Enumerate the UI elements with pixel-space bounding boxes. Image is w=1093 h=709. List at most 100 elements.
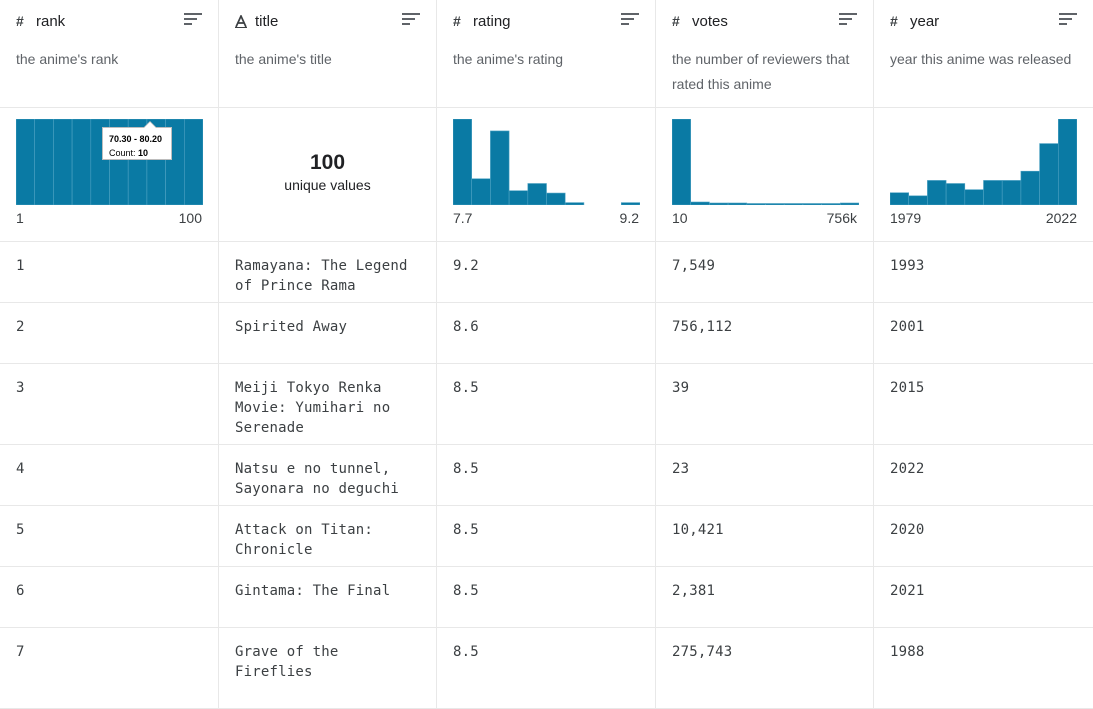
cell-rating: 8.5 (437, 506, 656, 567)
cell-year: 2022 (874, 445, 1093, 506)
summary-votes: 10 756k (656, 108, 874, 242)
histogram-bar[interactable] (890, 192, 910, 205)
tooltip-count-label: Count: (109, 148, 136, 158)
range-min: 10 (672, 210, 688, 226)
column-description: the number of reviewers that rated this … (672, 51, 850, 92)
hash-icon: # (672, 13, 680, 29)
sort-lines-icon[interactable] (839, 12, 857, 31)
histogram-bar[interactable] (821, 203, 841, 206)
cell-year: 2020 (874, 506, 1093, 567)
range-max: 756k (826, 210, 857, 226)
summary-year: 1979 2022 (874, 108, 1093, 242)
cell-title: Natsu e no tunnel, Sayonara no deguchi (219, 445, 437, 506)
histogram-bar[interactable] (527, 183, 547, 206)
cell-votes: 7,549 (656, 242, 874, 303)
column-header-votes: # votes the number of reviewers that rat… (656, 0, 874, 108)
year-histogram[interactable] (890, 119, 1077, 205)
histogram-bar[interactable] (927, 180, 947, 205)
histogram-bar[interactable] (964, 189, 984, 205)
histogram-bar[interactable] (1039, 143, 1059, 205)
histogram-bar[interactable] (490, 130, 510, 205)
histogram-bar[interactable] (71, 119, 92, 205)
histogram-bar[interactable] (690, 201, 710, 205)
histogram-bar[interactable] (508, 190, 529, 205)
cell-year: 2021 (874, 567, 1093, 628)
cell-votes: 10,421 (656, 506, 874, 567)
column-description: year this anime was released (890, 51, 1072, 67)
cell-votes: 756,112 (656, 303, 874, 364)
histogram-bar[interactable] (453, 119, 473, 205)
cell-year: 1993 (874, 242, 1093, 303)
cell-votes: 2,381 (656, 567, 874, 628)
hash-icon: # (890, 13, 898, 29)
histogram-bar[interactable] (546, 192, 566, 205)
histogram-bar[interactable] (727, 202, 748, 205)
histogram-bar[interactable] (1020, 170, 1040, 205)
cell-votes: 23 (656, 445, 874, 506)
histogram-bar[interactable] (983, 180, 1003, 205)
column-header-year: # year year this anime was released (874, 0, 1093, 108)
cell-title: Gintama: The Final (219, 567, 437, 628)
cell-rating: 8.5 (437, 567, 656, 628)
range-max: 9.2 (619, 210, 639, 226)
sort-lines-icon[interactable] (621, 12, 639, 31)
histogram-bar[interactable] (34, 119, 54, 205)
cell-rating: 9.2 (437, 242, 656, 303)
column-name: year (910, 12, 940, 30)
unique-label: unique values (284, 177, 371, 193)
sort-lines-icon[interactable] (184, 12, 202, 31)
histogram-bar[interactable] (621, 202, 640, 205)
histogram-bar[interactable] (16, 119, 36, 205)
cell-year: 1988 (874, 628, 1093, 709)
cell-rating: 8.5 (437, 364, 656, 445)
column-name: title (255, 12, 279, 30)
cell-title: Attack on Titan: Chronicle (219, 506, 437, 567)
histogram-bar[interactable] (783, 203, 804, 206)
range-min: 7.7 (453, 210, 473, 226)
range-min: 1 (16, 210, 24, 226)
histogram-bar[interactable] (1058, 119, 1077, 205)
histogram-bar[interactable] (709, 202, 729, 205)
range-min: 1979 (890, 210, 922, 226)
cell-rank: 7 (0, 628, 219, 709)
cell-rating: 8.5 (437, 628, 656, 709)
cell-title: Grave of the Fireflies (219, 628, 437, 709)
cell-rank: 5 (0, 506, 219, 567)
sort-lines-icon[interactable] (402, 12, 420, 31)
sort-lines-icon[interactable] (1059, 12, 1077, 31)
votes-histogram[interactable] (672, 119, 859, 205)
cell-votes: 39 (656, 364, 874, 445)
histogram-bar[interactable] (471, 178, 491, 205)
hash-icon: # (453, 13, 461, 29)
cell-year: 2001 (874, 303, 1093, 364)
cell-rank: 1 (0, 242, 219, 303)
histogram-bar[interactable] (945, 183, 966, 206)
histogram-bar[interactable] (840, 202, 859, 205)
histogram-bar[interactable] (564, 202, 585, 205)
column-name: rating (473, 12, 511, 30)
column-description: the anime's title (235, 51, 332, 67)
histogram-bar[interactable] (765, 203, 785, 206)
summary-rating: 7.7 9.2 (437, 108, 656, 242)
column-header-rank: # rank the anime's rank (0, 0, 219, 108)
summary-rank: 1 100 70.30 - 80.20 Count: 10 (0, 108, 219, 242)
histogram-tooltip: 70.30 - 80.20 Count: 10 (102, 121, 172, 160)
histogram-bar[interactable] (1001, 180, 1022, 205)
cell-rating: 8.6 (437, 303, 656, 364)
cell-title: Ramayana: The Legend of Prince Rama (219, 242, 437, 303)
histogram-bar[interactable] (746, 203, 766, 206)
histogram-bar[interactable] (53, 119, 73, 205)
histogram-bar[interactable] (672, 119, 692, 205)
summary-title: 100 unique values (219, 108, 437, 242)
range-max: 2022 (1045, 210, 1077, 226)
cell-title: Spirited Away (219, 303, 437, 364)
histogram-bar[interactable] (184, 119, 203, 205)
unique-count: 100 (309, 151, 346, 174)
column-name: rank (36, 12, 66, 30)
column-name: votes (692, 12, 728, 30)
rating-histogram[interactable] (453, 119, 640, 205)
histogram-bar[interactable] (802, 203, 822, 206)
column-header-rating: # rating the anime's rating (437, 0, 656, 108)
histogram-bar[interactable] (908, 195, 928, 205)
cell-rank: 4 (0, 445, 219, 506)
